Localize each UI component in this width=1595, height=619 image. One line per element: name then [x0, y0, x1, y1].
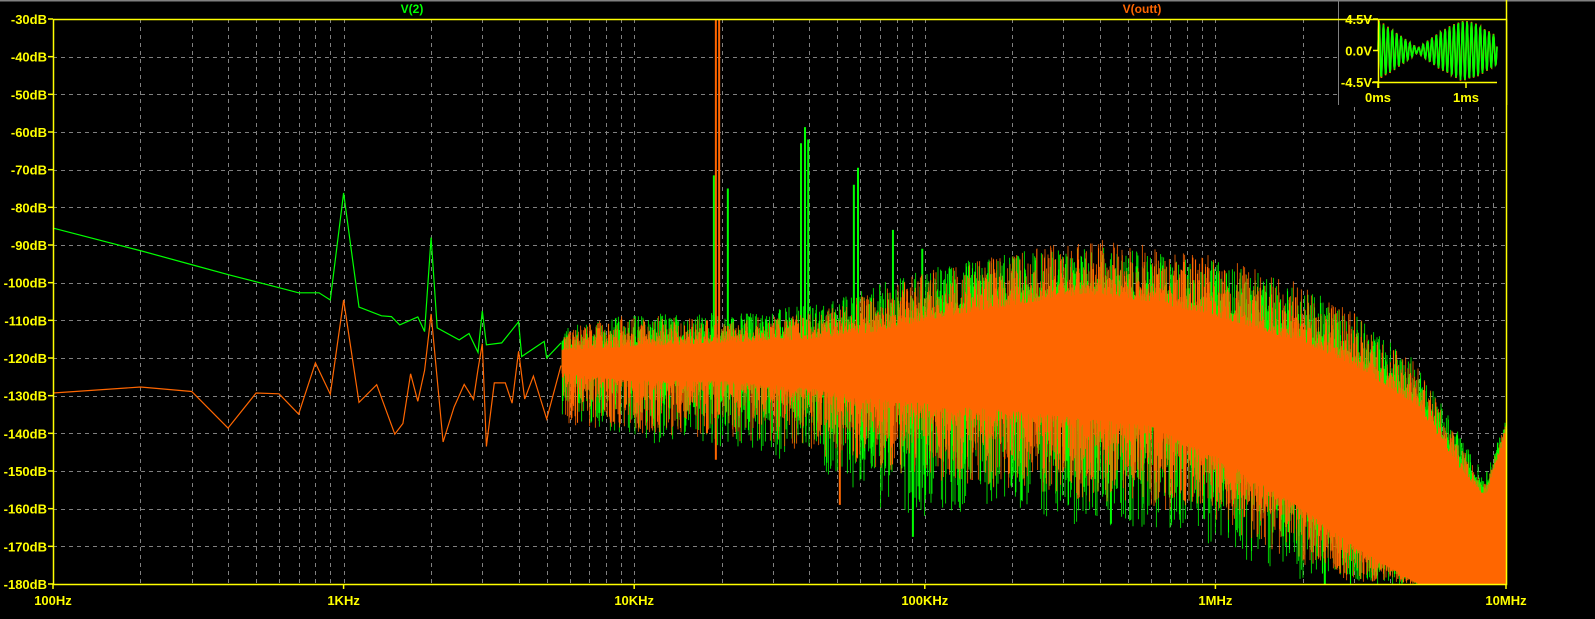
inset-x-tick-label: 0ms	[1365, 90, 1391, 105]
y-tick-label: -180dB	[4, 577, 47, 592]
x-tick-label: 1KHz	[327, 593, 360, 608]
y-tick-label: -130dB	[4, 389, 47, 404]
x-tick-label: 10MHz	[1485, 593, 1527, 608]
series-voutt	[52, 19, 1508, 584]
noise-band	[561, 240, 1508, 584]
y-tick-label: -150dB	[4, 464, 47, 479]
x-tick-label: 100KHz	[901, 593, 948, 608]
inset-waveform	[1377, 21, 1498, 81]
y-tick-labels: -30dB -40dB -50dB -60dB -70dB -80dB -90dB -100d…	[4, 12, 47, 592]
x-tick-label: 10KHz	[614, 593, 654, 608]
series-layer	[52, 19, 1508, 584]
inset-x-tick-label: 1ms	[1453, 90, 1479, 105]
legend-voutt[interactable]: V(outt)	[1123, 2, 1162, 16]
y-tick-label: -140dB	[4, 426, 47, 441]
y-tick-label: -170dB	[4, 539, 47, 554]
axes	[48, 18, 1508, 589]
y-tick-label: -30dB	[11, 12, 47, 27]
y-tick-label: -60dB	[11, 125, 47, 140]
series-line	[52, 299, 562, 447]
series-line	[52, 192, 562, 360]
plot-frame	[52, 18, 1508, 586]
x-tick-label: 100Hz	[34, 593, 72, 608]
inset-y-tick-label: 4.5V	[1345, 12, 1372, 27]
y-tick-label: -80dB	[11, 200, 47, 215]
y-tick-label: -70dB	[11, 163, 47, 178]
y-tick-label: -90dB	[11, 238, 47, 253]
y-tick-label: -50dB	[11, 87, 47, 102]
inset-y-tick-label: 0.0V	[1345, 44, 1372, 59]
y-tick-label: -120dB	[4, 351, 47, 366]
y-tick-label: -110dB	[4, 313, 47, 328]
x-tick-label: 1MHz	[1198, 593, 1232, 608]
x-tick-labels: 100Hz 1KHz 10KHz 100KHz 1MHz 10MHz	[34, 593, 1527, 608]
y-tick-label: -100dB	[4, 276, 47, 291]
inset-y-tick-label: -4.5V	[1341, 75, 1372, 90]
y-tick-label: -40dB	[11, 50, 47, 65]
legend-v2[interactable]: V(2)	[401, 2, 424, 16]
y-tick-label: -160dB	[4, 502, 47, 517]
